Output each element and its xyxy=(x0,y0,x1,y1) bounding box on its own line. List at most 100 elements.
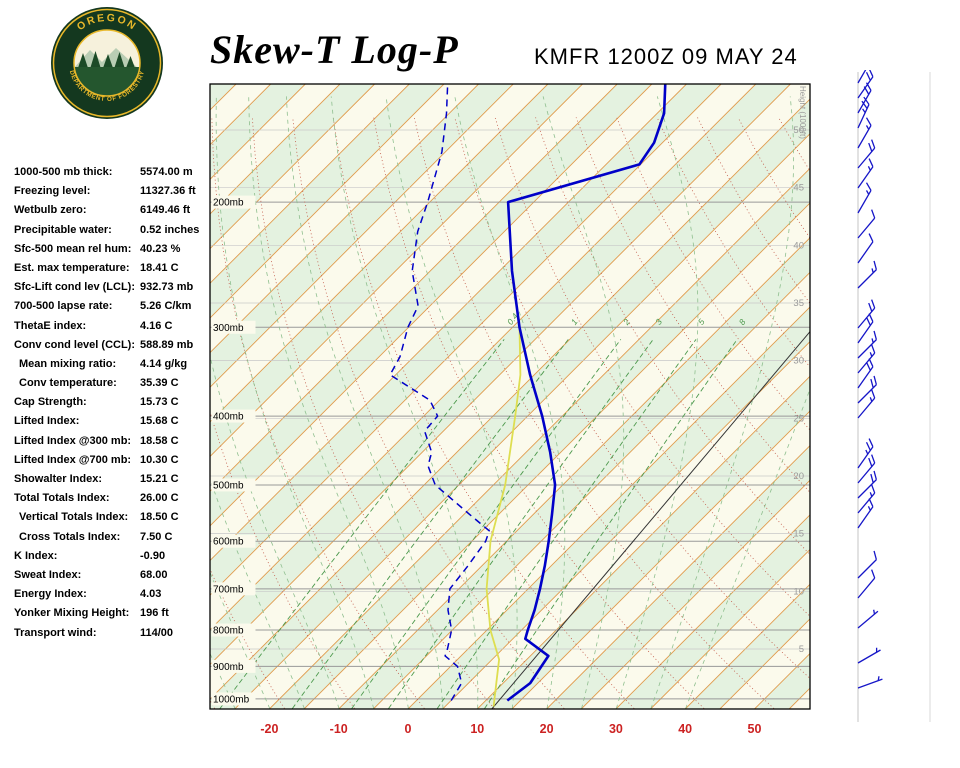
index-label: Cross Totals Index: xyxy=(19,530,121,543)
index-value: 18.58 C xyxy=(140,434,179,447)
wind-barb xyxy=(857,209,876,239)
pressure-axis-label: 700mb xyxy=(213,584,244,595)
index-value: 7.50 C xyxy=(140,530,173,543)
logo-gold-ring xyxy=(52,8,162,118)
wind-barb xyxy=(857,330,878,359)
mixing-ratio-label: 1 xyxy=(569,317,580,327)
wind-barb xyxy=(857,313,874,344)
wind-barb xyxy=(857,82,872,114)
index-row: Mean mixing ratio: 4.14 g/kg xyxy=(14,358,214,377)
index-label: Lifted Index: xyxy=(14,415,80,428)
wind-barb xyxy=(857,389,876,419)
index-value: 932.73 mb xyxy=(140,281,194,294)
index-value: 35.39 C xyxy=(140,377,179,390)
index-row: 1000-500 mb thick: 5574.00 m xyxy=(14,166,214,185)
wind-barb xyxy=(857,609,879,629)
index-row: Precipitable water: 0.52 inches xyxy=(14,224,214,243)
pressure-axis-label: 600mb xyxy=(213,537,244,548)
index-row: K Index: -0.90 xyxy=(14,550,214,569)
index-value: 26.00 C xyxy=(140,492,179,505)
temp-axis-label: 30 xyxy=(609,722,623,736)
logo-inner-ring xyxy=(73,29,141,97)
index-row: Conv cond level (CCL): 588.89 mb xyxy=(14,339,214,358)
indices-panel: 1000-500 mb thick: 5574.00 m Freezing leve… xyxy=(14,166,214,646)
height-axis-label: 45 xyxy=(793,183,804,194)
temperature-trace xyxy=(506,84,667,702)
index-row: Cap Strength: 15.73 C xyxy=(14,396,214,415)
index-value: 5.26 C/km xyxy=(140,300,192,313)
index-label: Yonker Mixing Height: xyxy=(14,607,130,620)
index-value: 15.73 C xyxy=(140,396,179,409)
height-axis-label: 20 xyxy=(793,471,804,482)
index-label: Sfc-Lift cond lev (LCL): xyxy=(14,281,135,294)
dewpoint-trace xyxy=(389,84,491,701)
wind-barb xyxy=(857,358,874,389)
height-axis-label: 40 xyxy=(793,240,804,251)
wind-barb xyxy=(857,233,874,264)
index-value: 40.23 % xyxy=(140,242,181,255)
index-label: Total Totals Index: xyxy=(14,492,110,505)
wind-barb xyxy=(857,260,878,289)
index-row: Sweat Index: 68.00 xyxy=(14,569,214,588)
wind-barb xyxy=(857,96,870,129)
index-row: Sfc-Lift cond lev (LCL): 932.73 mb xyxy=(14,281,214,300)
index-value: 0.52 inches xyxy=(140,223,200,236)
temp-axis-label: -20 xyxy=(260,722,278,736)
index-label: Vertical Totals Index: xyxy=(19,511,129,524)
index-row: ThetaE index: 4.16 C xyxy=(14,320,214,339)
index-label: 700-500 lapse rate: xyxy=(14,300,113,313)
index-label: Conv temperature: xyxy=(19,377,117,390)
wind-barb xyxy=(857,139,876,169)
index-label: 1000-500 mb thick: xyxy=(14,166,113,178)
temp-axis-label: 20 xyxy=(540,722,554,736)
wind-barb xyxy=(857,70,874,99)
index-label: Cap Strength: xyxy=(14,396,87,409)
station-timestamp: KMFR 1200Z 09 MAY 24 xyxy=(534,44,798,69)
pressure-axis-label: 1000mb xyxy=(213,694,250,705)
index-label: K Index: xyxy=(14,549,58,562)
wind-barb xyxy=(857,70,867,84)
temp-axis-label: 0 xyxy=(405,722,412,736)
wind-barb xyxy=(857,647,881,664)
index-label: Precipitable water: xyxy=(14,223,112,236)
index-row: Transport wind: 114/00 xyxy=(14,627,214,646)
page-title: Skew-T Log-P xyxy=(210,27,459,72)
odf-logo: OREGON DEPARTMENT OF FORESTRY xyxy=(51,7,163,119)
index-value: 4.03 xyxy=(140,588,162,601)
wind-barb xyxy=(857,454,876,484)
wind-barb xyxy=(857,676,883,689)
index-value: -0.90 xyxy=(140,549,166,562)
temp-axis-label: 40 xyxy=(678,722,692,736)
pressure-axis-label: 200mb xyxy=(213,198,244,209)
index-row: Vertical Totals Index: 18.50 C xyxy=(14,511,214,530)
index-label: Sweat Index: xyxy=(14,568,82,581)
index-value: 6149.46 ft xyxy=(140,204,191,217)
index-label: Lifted Index @700 mb: xyxy=(14,453,132,466)
mixing-ratio-label: 5 xyxy=(696,317,707,327)
index-row: Yonker Mixing Height: 196 ft xyxy=(14,607,214,626)
index-row: 700-500 lapse rate: 5.26 C/km xyxy=(14,300,214,319)
index-label: Freezing level: xyxy=(14,185,91,198)
index-value: 15.68 C xyxy=(140,415,179,428)
wind-barb xyxy=(857,438,874,469)
pressure-axis-label: 500mb xyxy=(213,480,244,491)
pressure-axis-label: 900mb xyxy=(213,662,244,673)
height-axis-label: 35 xyxy=(793,298,804,309)
height-axis-label: 25 xyxy=(793,413,804,424)
index-value: 68.00 xyxy=(140,568,168,581)
chart-border xyxy=(209,83,811,710)
index-value: 18.50 C xyxy=(140,511,179,524)
reference-line xyxy=(491,330,810,709)
index-value: 18.41 C xyxy=(140,261,179,274)
wind-barb xyxy=(857,182,872,214)
index-row: Showalter Index: 15.21 C xyxy=(14,473,214,492)
index-value: 4.16 C xyxy=(140,319,173,332)
index-label: ThetaE index: xyxy=(14,319,87,332)
index-label: Showalter Index: xyxy=(14,473,103,485)
skew-t-chart: 0.4 1 2 3 5 8200mb300mb400mb500mb600mb700mb80… xyxy=(209,83,811,736)
index-value: 4.14 g/kg xyxy=(140,357,188,370)
height-axis-label: 50 xyxy=(793,125,804,136)
index-label: Sfc-500 mean rel hum: xyxy=(14,242,132,255)
index-label: Conv cond level (CCL): xyxy=(14,338,136,351)
